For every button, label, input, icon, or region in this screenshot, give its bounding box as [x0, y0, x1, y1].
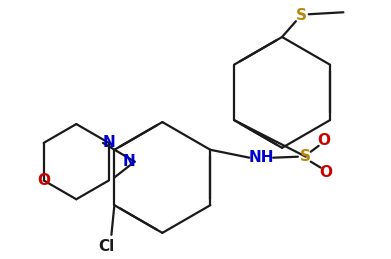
Text: NH: NH — [249, 150, 274, 165]
Text: S: S — [296, 8, 307, 23]
Text: S: S — [300, 149, 311, 164]
Text: Cl: Cl — [99, 239, 115, 254]
Text: N: N — [102, 135, 115, 150]
Text: N: N — [122, 154, 135, 169]
Text: O: O — [319, 165, 332, 180]
Text: O: O — [317, 133, 330, 148]
Text: O: O — [37, 173, 50, 188]
